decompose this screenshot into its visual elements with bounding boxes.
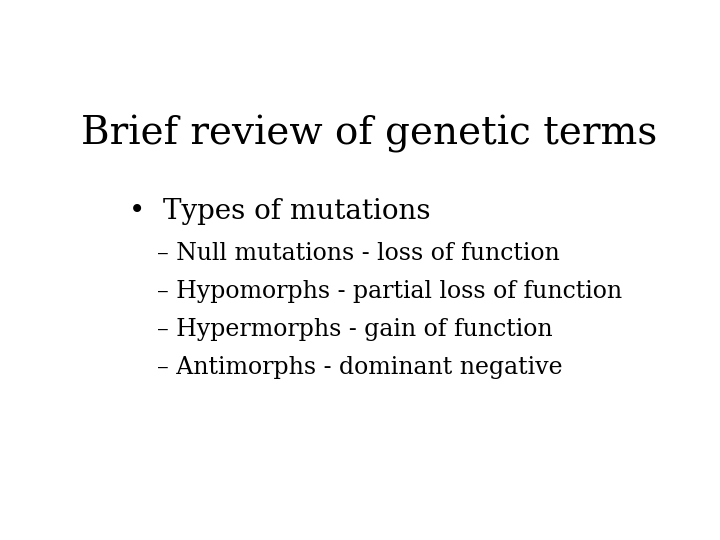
- Text: – Hypomorphs - partial loss of function: – Hypomorphs - partial loss of function: [157, 280, 622, 303]
- Text: – Antimorphs - dominant negative: – Antimorphs - dominant negative: [157, 356, 562, 379]
- Text: – Hypermorphs - gain of function: – Hypermorphs - gain of function: [157, 318, 552, 341]
- Text: •  Types of mutations: • Types of mutations: [129, 198, 431, 225]
- Text: Brief review of genetic terms: Brief review of genetic terms: [81, 114, 657, 153]
- Text: – Null mutations - loss of function: – Null mutations - loss of function: [157, 241, 559, 265]
